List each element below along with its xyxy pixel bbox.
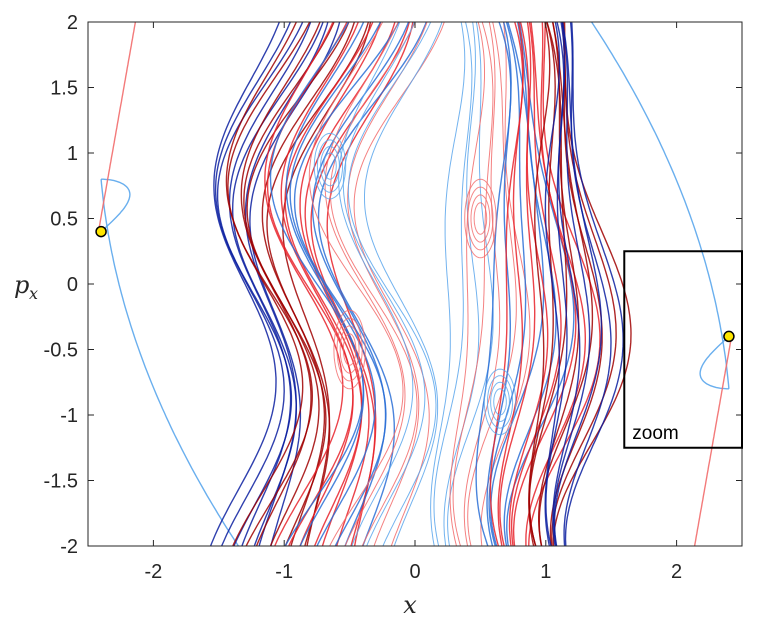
orbit-strand [552, 22, 581, 546]
branch-curve [699, 335, 730, 390]
orbit-strand [209, 22, 281, 546]
y-tick-label: 1.5 [50, 78, 78, 100]
orbit-strand [430, 22, 466, 546]
y-tick-label: 0.5 [50, 209, 78, 231]
orbit-strand [329, 22, 418, 546]
island-curve [316, 139, 343, 193]
orbit-strand [510, 22, 562, 546]
orbit-strand [312, 22, 410, 546]
y-tick-label: 0 [67, 274, 78, 296]
orbit-strand [525, 22, 586, 546]
orbit-strand [506, 22, 575, 546]
x-tick-label: 2 [671, 561, 682, 583]
y-axis-label-subscript: x [29, 284, 38, 303]
y-tick-label: -2 [60, 536, 78, 558]
y-tick-label: -0.5 [44, 340, 78, 362]
fixed-point-marker [95, 225, 107, 238]
island-curve [470, 194, 491, 243]
x-tick-label: -2 [145, 561, 163, 583]
orbit-strand [264, 22, 344, 546]
orbit-strand [443, 22, 480, 546]
orbit-strand [289, 22, 382, 546]
orbit-strand [486, 22, 512, 546]
branch-curve [100, 179, 239, 546]
y-tick-label: -1.5 [44, 471, 78, 493]
y-axis-label: p x [14, 271, 38, 303]
orbit-strand [353, 22, 445, 546]
orbit-strand [528, 22, 551, 546]
orbit-strand [266, 22, 370, 546]
orbit-strand [293, 22, 400, 546]
orbit-strand [553, 22, 591, 546]
orbit-strand [544, 22, 561, 546]
island-curve [483, 368, 517, 436]
orbit-strand [553, 22, 603, 546]
orbit-strand [508, 22, 549, 546]
orbit-strand [364, 22, 443, 546]
orbit-strand [324, 22, 406, 546]
orbit-strand [463, 22, 501, 546]
orbit-strand [433, 22, 473, 546]
axis-ticks: -2 -1 0 1 2 2 1.5 1 0.5 0 -0.5 -1 -1.5 -2 [44, 12, 742, 583]
orbit-strand [552, 22, 632, 546]
branch-curve [100, 178, 131, 233]
orbit-strand [342, 22, 426, 546]
island-curve [320, 145, 340, 187]
island-curve [487, 375, 514, 429]
island-curve [464, 178, 497, 259]
orbit-strand [563, 22, 612, 546]
orbit-strand [317, 22, 428, 546]
orbit-strand [338, 22, 414, 546]
orbit-strand [244, 22, 329, 546]
fixed-point-marker [723, 330, 735, 343]
fixed-point-markers [95, 225, 735, 343]
y-axis-label-main: p [14, 271, 29, 299]
orbit-strand [225, 22, 304, 546]
branch-curve [591, 22, 730, 389]
orbit-strand [497, 22, 524, 546]
y-tick-label: -1 [60, 405, 78, 427]
y-tick-label: 2 [67, 12, 78, 34]
orbit-strand [269, 22, 365, 546]
island-curve [467, 186, 494, 251]
orbit-strand [308, 22, 404, 546]
y-tick-label: 1 [67, 143, 78, 165]
orbit-strand [449, 22, 485, 546]
island-curve [333, 309, 366, 390]
orbit-strand [216, 22, 304, 546]
orbit-strand [503, 22, 557, 546]
x-tick-label: 0 [409, 561, 420, 583]
orbit-strand [551, 22, 617, 546]
orbit-strand [266, 22, 354, 546]
x-tick-label: -1 [275, 561, 293, 583]
x-axis-label: x [403, 591, 417, 617]
zoom-box [623, 250, 744, 449]
island-curve [342, 333, 357, 366]
zoom-label: zoom [632, 423, 678, 444]
orbit-strand [564, 22, 624, 546]
island-curve [323, 152, 337, 180]
x-tick-label: 1 [540, 561, 551, 583]
branch-curve [97, 22, 137, 232]
island-curve [313, 132, 347, 200]
orbit-strand [284, 22, 374, 546]
orbit-strand [488, 22, 527, 546]
axes-frame [87, 21, 743, 547]
orbit-strand [285, 22, 365, 546]
orbit-curves [97, 22, 733, 546]
island-curve [336, 317, 363, 382]
island-curve [339, 325, 360, 374]
orbit-strand [452, 22, 494, 546]
orbit-strand [528, 22, 568, 546]
orbit-strand [326, 22, 414, 546]
island-curve [493, 388, 507, 416]
orbit-strand [447, 22, 494, 546]
island-curve [490, 381, 510, 423]
orbit-strand [249, 22, 341, 546]
island-curve [473, 202, 488, 235]
orbit-strand [227, 22, 314, 546]
orbit-strand [347, 22, 437, 546]
orbit-strand [499, 22, 536, 546]
